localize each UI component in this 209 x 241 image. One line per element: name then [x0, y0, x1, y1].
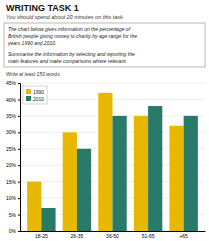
bar: [41, 208, 55, 231]
x-tick-label: +65: [179, 233, 188, 239]
y-tick-label: 5%: [9, 212, 17, 218]
bar: [148, 106, 162, 231]
y-tick: 40%: [6, 97, 20, 103]
legend-item: 1990: [26, 89, 44, 95]
plot: 0% 5% 10% 15% 20% 25% 30% 35% 40% 45% 18-25 26-35 36…: [6, 80, 206, 238]
y-tick-mark: [18, 165, 20, 166]
legend-frame: [23, 86, 47, 104]
bar-series: [27, 93, 184, 231]
box-text: British people giving money to charity b…: [8, 33, 137, 39]
legend-item: 2010: [26, 96, 44, 102]
legend-swatch: [26, 89, 31, 94]
x-tick: 18-25: [35, 233, 48, 239]
box-text: main features and make comparisons where…: [8, 58, 127, 64]
text-box: [4, 23, 205, 67]
y-tick: 15%: [6, 179, 20, 185]
y-tick-label: 10%: [6, 195, 17, 201]
x-tick-label: 36-50: [106, 233, 119, 239]
y-tick-label: 0%: [9, 228, 17, 234]
title: WRITING TASK 1: [6, 3, 79, 13]
subtitle: You should spend about 20 minutes on thi…: [6, 14, 124, 20]
y-tick-label: 35%: [6, 113, 17, 119]
bar: [77, 149, 91, 231]
grid: [20, 83, 205, 231]
grid-line: [20, 83, 205, 84]
bar: [27, 182, 41, 231]
x-tick-label: 26-35: [71, 233, 84, 239]
y-tick: 20%: [6, 162, 20, 168]
x-tick: 26-35: [71, 233, 84, 239]
y-tick-mark: [18, 149, 20, 150]
y-tick-mark: [18, 83, 20, 84]
y-tick-mark: [18, 198, 20, 199]
y-tick-label: 15%: [6, 179, 17, 185]
y-tick: 25%: [6, 146, 20, 152]
y-tick: 30%: [6, 129, 20, 135]
bar: [184, 116, 198, 231]
y-tick: 35%: [6, 113, 20, 119]
y-tick-mark: [18, 132, 20, 133]
bar-series: [41, 106, 198, 231]
y-tick: 5%: [9, 212, 20, 218]
x-tick: 51-65: [142, 233, 155, 239]
y-tick-mark: [18, 116, 20, 117]
y-tick-label: 40%: [6, 97, 17, 103]
y-tick: 45%: [6, 80, 20, 86]
y-tick-label: 20%: [6, 162, 17, 168]
x-tick: 36-50: [106, 233, 119, 239]
y-tick-mark: [18, 231, 20, 232]
y-tick-label: 45%: [6, 80, 17, 86]
bar: [134, 116, 148, 231]
y-tick-mark: [18, 99, 20, 100]
write-prompt: Write at least 150 words.: [6, 71, 61, 77]
y-tick-mark: [18, 215, 20, 216]
box-text: Summarise the information by selecting a…: [8, 51, 135, 57]
x-tick: +65: [179, 233, 188, 239]
bar: [113, 116, 127, 231]
bar: [63, 132, 77, 231]
y-tick-label: 25%: [6, 146, 17, 152]
y-tick: 10%: [6, 195, 20, 201]
y-tick-label: 30%: [6, 129, 17, 135]
legend-label: 1990: [33, 89, 44, 95]
y-tick-mark: [18, 182, 20, 183]
y-axis-line: [18, 84, 21, 232]
chart-svg: WRITING TASK 1You should spend about 20 …: [0, 0, 209, 241]
legend: 19902010: [23, 86, 47, 104]
x-tick-label: 18-25: [35, 233, 48, 239]
y-axis: 0% 5% 10% 15% 20% 25% 30% 35% 40% 45%: [6, 80, 21, 234]
x-tick-label: 51-65: [142, 233, 155, 239]
box-text: years 1990 and 2010.: [7, 40, 56, 46]
box-text: The chart below gives information on the…: [8, 26, 131, 32]
bars: [27, 93, 198, 231]
legend-label: 2010: [33, 96, 44, 102]
bar: [169, 126, 183, 231]
y-tick: 0%: [9, 228, 20, 234]
bar: [98, 93, 112, 231]
legend-swatch: [26, 96, 31, 101]
x-axis: 18-25 26-35 36-50 51-65 +65: [21, 232, 206, 239]
